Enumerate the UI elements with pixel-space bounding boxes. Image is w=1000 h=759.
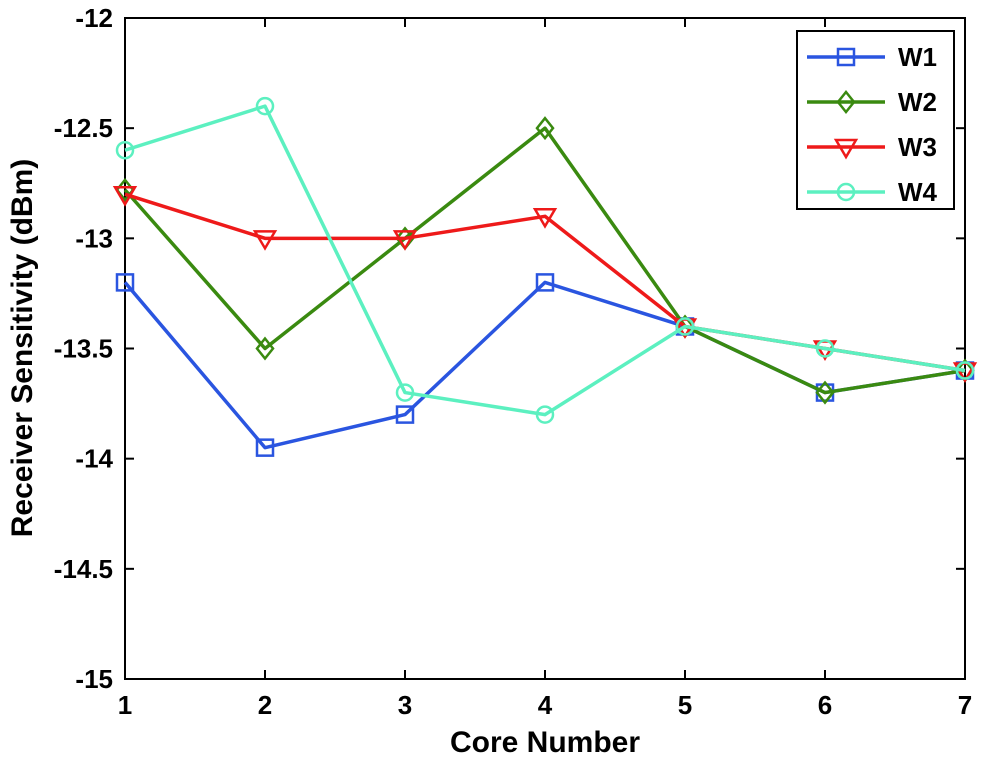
series-layer bbox=[112, 96, 978, 457]
y-tick-label: -12.5 bbox=[54, 113, 113, 143]
data-point bbox=[815, 380, 835, 405]
data-point bbox=[955, 361, 975, 380]
x-tick-label: 2 bbox=[258, 690, 272, 720]
data-point bbox=[535, 116, 555, 141]
data-point bbox=[112, 186, 138, 207]
legend-label: W1 bbox=[898, 42, 937, 72]
series-line bbox=[123, 126, 966, 395]
y-tick-label: -13.5 bbox=[54, 334, 113, 364]
legend-marker bbox=[833, 138, 859, 160]
legend-item-w1: W1 bbox=[807, 42, 937, 72]
y-axis-label: Receiver Sensitivity (dBm) bbox=[6, 159, 39, 537]
series-line bbox=[124, 104, 966, 417]
data-point bbox=[532, 208, 558, 229]
legend-item-w2: W2 bbox=[807, 87, 937, 117]
legend-marker bbox=[836, 47, 856, 67]
data-point bbox=[395, 383, 415, 402]
legend-marker bbox=[836, 182, 856, 202]
legend-item-w3: W3 bbox=[807, 132, 937, 162]
x-tick-label: 1 bbox=[118, 690, 132, 720]
data-point bbox=[255, 96, 275, 116]
legend-label: W2 bbox=[898, 87, 937, 117]
y-tick-label: -12 bbox=[75, 3, 113, 33]
legend-box bbox=[796, 30, 955, 210]
data-point bbox=[395, 405, 415, 424]
x-tick-label: 4 bbox=[538, 690, 553, 720]
data-point bbox=[535, 405, 555, 424]
legend-label: W3 bbox=[898, 132, 937, 162]
x-tick-label: 6 bbox=[818, 690, 832, 720]
data-point bbox=[815, 339, 835, 358]
x-axis-label: Core Number bbox=[450, 726, 640, 759]
data-point bbox=[255, 336, 275, 361]
data-point bbox=[115, 273, 135, 292]
series-w4 bbox=[115, 96, 975, 424]
legend-label: W4 bbox=[898, 177, 938, 207]
x-tick-label: 7 bbox=[958, 690, 972, 720]
x-tick-label: 3 bbox=[398, 690, 412, 720]
axis-ticks: 1 2 3 4 5 6 7 -12 -12.5 -13 -13.5 -14 -14.5 -15 bbox=[54, 3, 973, 720]
legend-item-w4: W4 bbox=[807, 177, 938, 207]
data-point bbox=[392, 230, 418, 251]
data-point bbox=[535, 273, 555, 292]
data-point bbox=[255, 438, 275, 457]
y-tick-label: -15 bbox=[75, 664, 113, 694]
legend: W1 W2 W3 W4 bbox=[796, 30, 955, 210]
legend-marker bbox=[836, 89, 856, 115]
y-tick-label: -13 bbox=[75, 223, 113, 253]
data-point bbox=[675, 317, 695, 336]
x-tick-label: 5 bbox=[678, 690, 692, 720]
y-tick-label: -14 bbox=[75, 444, 113, 474]
data-point bbox=[252, 230, 278, 251]
y-tick-label: -14.5 bbox=[54, 554, 113, 584]
data-point bbox=[115, 140, 135, 160]
